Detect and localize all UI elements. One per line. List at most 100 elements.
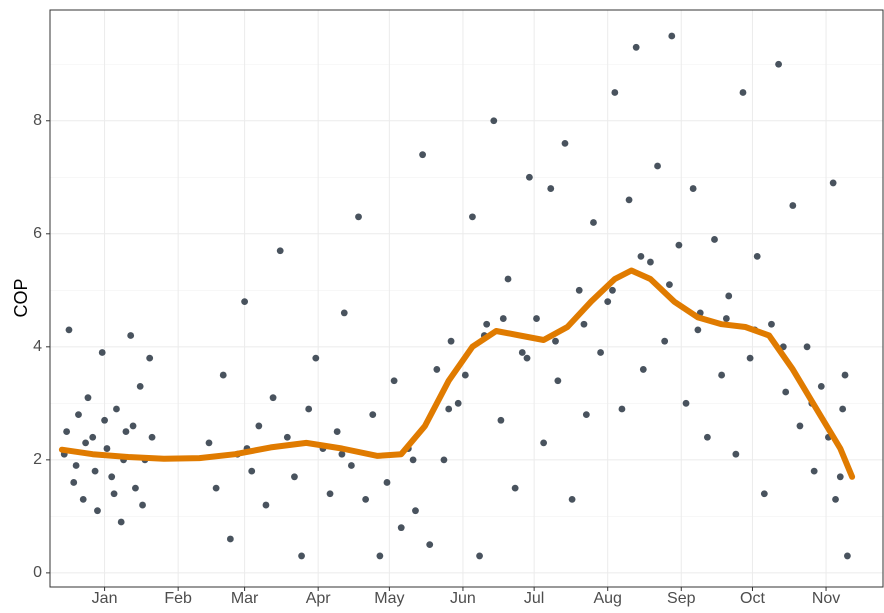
data-point	[518, 349, 526, 356]
data-point	[618, 405, 626, 413]
data-point	[63, 428, 71, 435]
y-tick-label: 6	[33, 225, 42, 242]
data-point	[711, 236, 718, 243]
data-point	[533, 315, 540, 322]
data-point	[132, 484, 139, 492]
data-point	[483, 320, 491, 328]
data-point	[291, 473, 298, 481]
data-point	[447, 337, 455, 345]
data-point	[844, 552, 851, 560]
data-point	[419, 151, 426, 159]
data-point	[654, 162, 661, 170]
data-point	[262, 501, 270, 509]
data-point	[369, 411, 377, 419]
y-tick-label: 4	[33, 338, 42, 355]
data-point	[98, 349, 106, 356]
data-point	[127, 332, 135, 339]
data-point	[269, 394, 277, 402]
data-point	[340, 309, 348, 317]
data-point	[383, 479, 391, 486]
data-point	[789, 202, 797, 209]
data-point	[139, 501, 146, 509]
data-point	[540, 439, 548, 447]
data-point	[547, 185, 555, 192]
data-point	[338, 450, 346, 458]
data-point	[148, 433, 156, 441]
plot-border	[49, 9, 884, 588]
data-point	[568, 496, 576, 503]
data-point	[632, 43, 640, 51]
data-point	[625, 196, 633, 204]
data-point	[817, 382, 825, 390]
data-point	[226, 535, 234, 543]
data-point	[433, 366, 441, 373]
data-point	[523, 354, 531, 362]
data-point	[212, 484, 220, 492]
data-point	[65, 326, 73, 334]
data-point	[666, 281, 673, 289]
data-point	[694, 326, 702, 334]
data-point	[412, 507, 419, 515]
data-point	[255, 422, 263, 430]
x-tick-label: Jun	[450, 590, 476, 607]
data-point	[525, 173, 533, 181]
data-point	[397, 524, 405, 532]
data-point	[561, 139, 569, 147]
data-point	[725, 292, 733, 300]
data-point	[499, 315, 507, 322]
data-point	[554, 377, 562, 385]
data-point	[110, 490, 118, 498]
data-point	[146, 354, 154, 362]
data-point	[590, 219, 597, 226]
data-point	[469, 213, 476, 221]
data-point	[768, 320, 775, 328]
data-point	[604, 298, 612, 306]
data-point	[775, 60, 782, 68]
data-point	[122, 428, 130, 435]
data-point	[241, 298, 249, 306]
data-point	[661, 337, 669, 345]
data-point	[637, 252, 645, 260]
data-point	[333, 428, 341, 435]
x-tick-label: Aug	[593, 590, 621, 607]
data-point	[79, 496, 87, 503]
x-tick-label: Nov	[812, 590, 840, 607]
data-point	[810, 467, 818, 475]
data-point	[703, 433, 711, 441]
y-tick-label: 0	[33, 564, 42, 581]
data-point	[609, 286, 616, 294]
data-point	[461, 371, 469, 379]
data-point	[511, 484, 519, 492]
data-point	[409, 456, 417, 464]
data-point	[732, 450, 740, 458]
data-point	[355, 213, 362, 221]
data-point	[305, 405, 313, 413]
y-tick-label: 8	[33, 112, 42, 129]
data-point	[504, 275, 512, 283]
data-point	[75, 411, 82, 419]
data-point	[362, 496, 370, 503]
data-point	[682, 399, 690, 407]
data-point	[739, 89, 747, 96]
data-point	[580, 320, 588, 328]
data-point	[782, 388, 790, 396]
data-point	[476, 552, 483, 560]
data-point	[639, 366, 647, 373]
x-tick-label: Apr	[306, 590, 332, 607]
data-point	[117, 518, 125, 526]
data-point	[298, 552, 305, 560]
x-tick-label: Feb	[164, 590, 192, 607]
data-point	[94, 507, 101, 515]
data-point	[803, 343, 811, 351]
data-point	[490, 117, 498, 125]
y-tick-label: 2	[33, 451, 42, 468]
data-point	[836, 473, 844, 481]
data-point	[597, 349, 604, 356]
data-point	[839, 405, 847, 413]
data-point	[248, 467, 256, 475]
x-tick-label: Jul	[524, 590, 544, 607]
x-tick-label: Mar	[231, 590, 259, 607]
data-point	[796, 422, 804, 430]
data-point	[497, 416, 505, 424]
data-point	[832, 496, 839, 503]
